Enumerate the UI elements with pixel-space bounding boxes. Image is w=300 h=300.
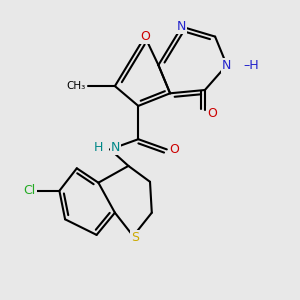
Text: O: O [140, 30, 150, 43]
Text: N: N [111, 141, 120, 154]
Text: O: O [208, 106, 217, 120]
Text: H: H [94, 141, 104, 154]
Text: Cl: Cl [24, 184, 36, 197]
Text: O: O [169, 143, 179, 156]
Text: N: N [222, 58, 232, 72]
Text: S: S [131, 231, 139, 244]
Text: –H: –H [243, 58, 259, 72]
Text: N: N [177, 20, 187, 33]
Text: CH₃: CH₃ [67, 81, 86, 91]
